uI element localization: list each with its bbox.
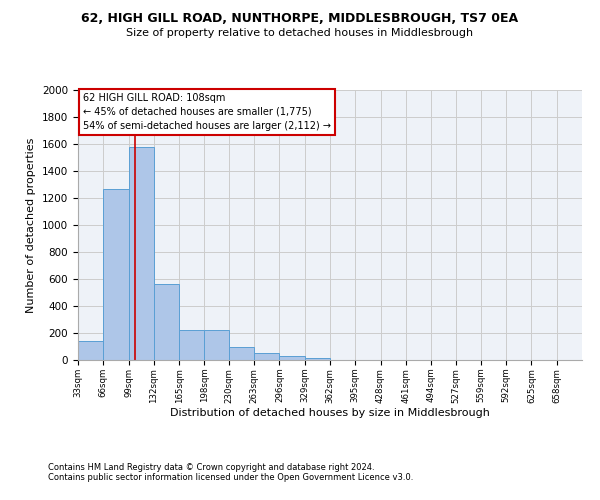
Text: Contains public sector information licensed under the Open Government Licence v3: Contains public sector information licen… (48, 474, 413, 482)
X-axis label: Distribution of detached houses by size in Middlesbrough: Distribution of detached houses by size … (170, 408, 490, 418)
Bar (78, 341, 103, 360)
Bar (205, 330, 229, 360)
Bar (154, 284, 179, 360)
Bar (254, 353, 280, 360)
Bar (229, 347, 254, 360)
Text: 62, HIGH GILL ROAD, NUNTHORPE, MIDDLESBROUGH, TS7 0EA: 62, HIGH GILL ROAD, NUNTHORPE, MIDDLESBR… (82, 12, 518, 26)
Text: Contains HM Land Registry data © Crown copyright and database right 2024.: Contains HM Land Registry data © Crown c… (48, 464, 374, 472)
Bar (179, 330, 205, 360)
Bar (103, 189, 128, 360)
Bar (128, 148, 154, 360)
Y-axis label: Number of detached properties: Number of detached properties (26, 138, 37, 312)
Bar (280, 356, 305, 360)
Text: 62 HIGH GILL ROAD: 108sqm
← 45% of detached houses are smaller (1,775)
54% of se: 62 HIGH GILL ROAD: 108sqm ← 45% of detac… (83, 92, 331, 130)
Text: Size of property relative to detached houses in Middlesbrough: Size of property relative to detached ho… (127, 28, 473, 38)
Bar (305, 358, 330, 360)
